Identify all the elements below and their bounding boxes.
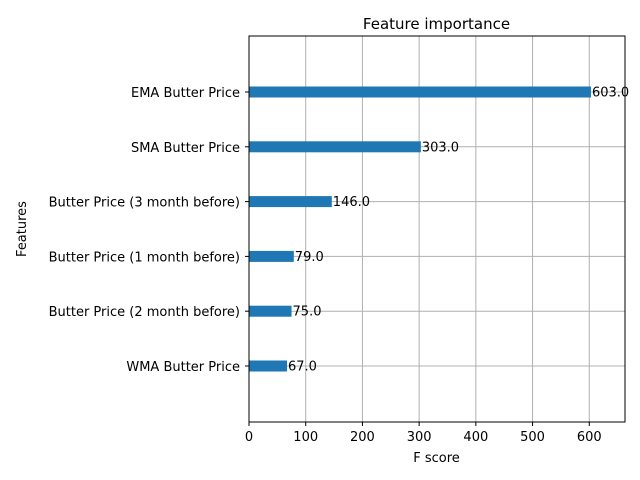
value-label-1: 75.0 bbox=[293, 305, 322, 320]
y-tick-label-5: EMA Butter Price bbox=[131, 86, 240, 101]
y-tick-label-4: SMA Butter Price bbox=[131, 141, 240, 156]
value-label-2: 79.0 bbox=[295, 250, 324, 265]
x-tick-label-3: 300 bbox=[407, 430, 432, 445]
y-tick-label-1: Butter Price (2 month before) bbox=[49, 305, 240, 320]
value-label-4: 303.0 bbox=[422, 140, 459, 155]
x-tick-label-4: 400 bbox=[463, 430, 488, 445]
x-tick-label-0: 0 bbox=[245, 430, 253, 445]
value-label-5: 603.0 bbox=[592, 86, 629, 101]
bars bbox=[249, 86, 591, 372]
x-tick-label-1: 100 bbox=[293, 430, 318, 445]
x-axis-title: F score bbox=[413, 451, 460, 466]
x-tick-label-5: 500 bbox=[520, 430, 545, 445]
plot-frame bbox=[248, 35, 626, 423]
y-tick-label-3: Butter Price (3 month before) bbox=[49, 196, 240, 211]
value-labels: 67.0 75.0 79.0 146.0 303.0 603.0 bbox=[288, 86, 629, 375]
bar-5 bbox=[249, 86, 591, 98]
bar-0 bbox=[249, 360, 287, 372]
bar-1 bbox=[249, 305, 292, 317]
bar-3 bbox=[249, 196, 332, 208]
value-label-0: 67.0 bbox=[288, 360, 317, 375]
x-tick-label-6: 600 bbox=[577, 430, 602, 445]
y-tick-label-0: WMA Butter Price bbox=[126, 360, 240, 375]
x-axis-ticks: 0 100 200 300 400 500 600 bbox=[245, 422, 602, 445]
bar-2 bbox=[249, 250, 294, 262]
y-tick-label-2: Butter Price (1 month before) bbox=[49, 250, 240, 265]
bar-4 bbox=[249, 141, 421, 153]
y-axis-title: Features bbox=[15, 201, 30, 257]
chart-title: Feature importance bbox=[363, 15, 510, 33]
x-tick-label-2: 200 bbox=[350, 430, 375, 445]
value-label-3: 146.0 bbox=[333, 195, 370, 210]
y-axis-ticks: WMA Butter Price Butter Price (2 month be… bbox=[49, 86, 249, 375]
